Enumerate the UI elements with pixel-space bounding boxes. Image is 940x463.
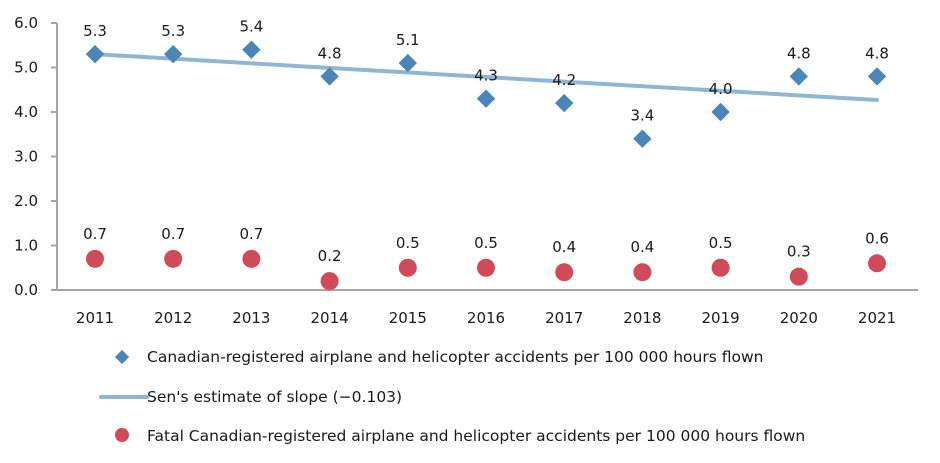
x-tick-label: 2012 [154,309,192,327]
y-tick-label: 4.0 [14,103,38,121]
circle-data-point [633,263,652,282]
x-tick-label: 2020 [780,309,818,327]
circle-data-point [789,267,808,286]
data-label: 4.3 [474,67,498,85]
data-label: 4.2 [552,71,576,89]
x-tick-label: 2021 [858,309,896,327]
diamond-data-point [711,102,730,122]
data-label: 5.1 [396,31,420,49]
x-tick-label: 2017 [545,309,583,327]
y-tick-label: 6.0 [14,14,38,32]
diamond-data-point [476,89,496,108]
y-tick-label: 2.0 [14,192,38,210]
data-label: 0.7 [239,225,263,243]
diamond-data-point [320,67,339,86]
data-label: 0.7 [161,225,185,243]
legend-item-accident-rate[interactable]: Canadian-registered airplane and helicop… [114,348,764,366]
diamond-data-point [242,40,261,59]
diamond-data-point [164,44,183,64]
data-label: 3.4 [630,107,654,125]
data-label: 5.3 [83,22,107,40]
diamond-data-point [555,93,574,113]
circle-data-point [398,258,417,277]
x-tick-label: 2013 [232,309,270,327]
data-label: 0.3 [787,243,811,261]
x-tick-label: 2018 [623,309,661,327]
x-tick-label: 2014 [311,309,349,327]
legend: Canadian-registered airplane and helicop… [99,348,805,445]
circle-data-point [86,249,104,268]
x-tick-label: 2011 [76,309,114,327]
data-label: 4.8 [318,44,342,62]
data-label: 0.4 [630,238,654,256]
fatal-accident-rate-series: 0.7 0.7 0.7 0.2 0.5 0.5 0.4 0.4 0.5 0.3 0.6 [83,225,889,291]
circle-data-point [711,258,730,277]
circle-data-point [477,258,495,277]
data-label: 0.4 [552,238,576,256]
diamond-data-point [867,67,887,86]
y-tick-label: 1.0 [14,237,38,255]
axes: 0.0 1.0 2.0 3.0 4.0 5.0 6.0 2011 2012 2013 2014 201… [14,14,918,327]
data-label: 0.6 [865,229,889,247]
y-tick-label: 3.0 [14,148,38,166]
diamond-data-point [633,129,652,148]
x-tick-label: 2015 [389,309,427,327]
accident-rate-series: 5.3 5.3 5.4 4.8 5.1 4.3 4.2 3.4 4.0 4.8 4.8 [83,18,889,148]
data-label: 0.5 [396,234,420,252]
data-label: 4.8 [865,44,889,62]
circle-data-point [868,254,886,273]
diamond-data-point [789,67,808,86]
data-label: 4.0 [709,80,733,98]
circle-data-point [555,263,574,282]
trend-line-layer [93,52,879,102]
legend-label-sens-slope: Sen's estimate of slope (−0.103) [147,388,402,406]
legend-item-sens-slope[interactable]: Sen's estimate of slope (−0.103) [99,388,402,406]
diamond-data-point [85,44,105,64]
x-tick-label: 2019 [702,309,740,327]
data-label: 5.3 [161,22,185,40]
legend-item-fatal-accident-rate[interactable]: Fatal Canadian-registered airplane and h… [115,427,805,445]
data-label: 0.5 [709,234,733,252]
data-label: 4.8 [787,44,811,62]
circle-data-point [320,272,339,291]
sens-slope-trend-line [93,52,879,102]
data-label: 0.2 [318,247,342,265]
diamond-data-point [398,53,417,73]
data-label: 5.4 [239,18,263,36]
legend-label-fatal-accident-rate: Fatal Canadian-registered airplane and h… [147,427,805,445]
diamond-marker-icon [114,349,130,365]
circle-data-point [164,249,183,268]
legend-label-accident-rate: Canadian-registered airplane and helicop… [147,348,763,366]
data-label: 0.5 [474,234,498,252]
circle-marker-icon [115,428,129,442]
y-tick-label: 0.0 [14,281,38,299]
circle-data-point [242,249,261,268]
x-tick-label: 2016 [467,309,505,327]
y-tick-label: 5.0 [14,59,38,77]
data-label: 0.7 [83,225,107,243]
